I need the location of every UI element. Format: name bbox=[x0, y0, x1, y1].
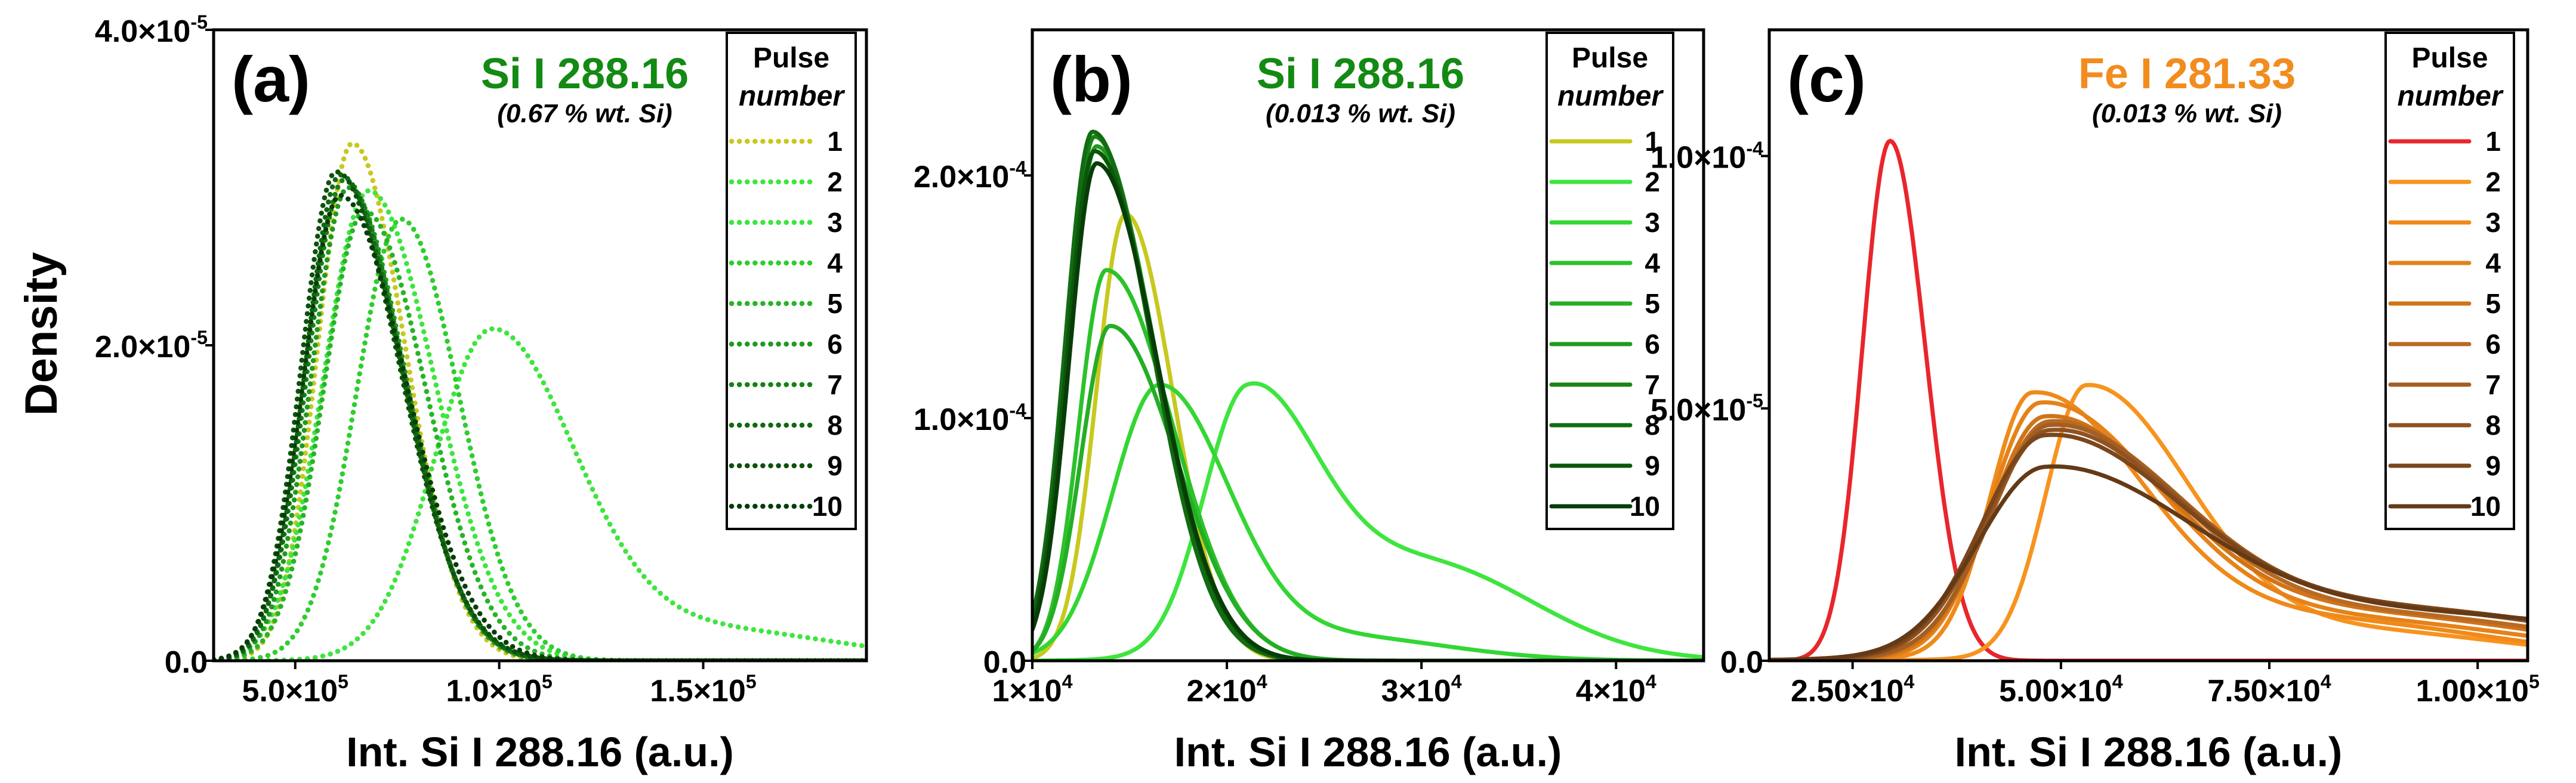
legend-label-8: 8 bbox=[1645, 410, 1660, 441]
shared-y-axis-label: Density bbox=[16, 252, 67, 416]
x-tick-label: 5.00×104 bbox=[1999, 671, 2122, 708]
legend-label-10: 10 bbox=[1630, 491, 1660, 522]
legend-title: Pulse bbox=[2411, 42, 2488, 74]
panel-label: (b) bbox=[1050, 43, 1133, 115]
legend-label-8: 8 bbox=[827, 410, 843, 441]
series-line-5 bbox=[214, 208, 866, 661]
x-tick-label: 4×104 bbox=[1576, 671, 1656, 708]
x-tick-label: 1.5×105 bbox=[650, 671, 757, 708]
y-tick-label: 1.0×10-4 bbox=[914, 400, 1026, 437]
legend-subtitle: number bbox=[2397, 81, 2503, 112]
legend-label-9: 9 bbox=[1645, 450, 1660, 481]
legend-label-3: 3 bbox=[1645, 207, 1660, 238]
y-tick-label: 1.0×10-4 bbox=[1651, 138, 1763, 175]
panel-title: Fe I 281.33 bbox=[2078, 50, 2296, 98]
y-tick-label: 0.0 bbox=[983, 645, 1026, 680]
legend-label-2: 2 bbox=[827, 166, 843, 197]
y-tick-label: 2.0×10-4 bbox=[914, 157, 1026, 194]
panel-title: Si I 288.16 bbox=[481, 50, 689, 98]
legend-label-3: 3 bbox=[2485, 207, 2501, 238]
x-tick-label: 1×104 bbox=[992, 671, 1072, 708]
x-axis-label: Int. Si I 288.16 (a.u.) bbox=[346, 729, 734, 775]
legend-label-6: 6 bbox=[2485, 329, 2501, 360]
legend-label-6: 6 bbox=[1645, 329, 1660, 360]
panel-subtitle: (0.67 % wt. Si) bbox=[497, 99, 672, 128]
x-tick-label: 2×104 bbox=[1187, 671, 1267, 708]
y-tick-label: 4.0×10-5 bbox=[95, 11, 208, 49]
series-line-9 bbox=[214, 169, 866, 661]
curves bbox=[214, 141, 866, 661]
panel-subtitle: (0.013 % wt. Si) bbox=[2092, 99, 2282, 128]
series-line-1 bbox=[1769, 138, 2528, 661]
series-line-10 bbox=[1769, 464, 2528, 661]
panel-label: (c) bbox=[1787, 43, 1866, 115]
legend-label-1: 1 bbox=[1645, 126, 1660, 157]
legend-label-7: 7 bbox=[827, 369, 843, 400]
y-tick-label: 0.0 bbox=[165, 645, 208, 680]
series-line-4 bbox=[214, 216, 866, 661]
legend-title: Pulse bbox=[753, 42, 829, 74]
x-axis-label: Int. Si I 288.16 (a.u.) bbox=[1955, 729, 2343, 775]
legend-label-3: 3 bbox=[827, 207, 843, 238]
legend-label-8: 8 bbox=[2485, 410, 2501, 441]
legend-box bbox=[726, 32, 857, 530]
legend-label-2: 2 bbox=[1645, 166, 1660, 197]
legend-label-1: 1 bbox=[827, 126, 843, 157]
legend-label-5: 5 bbox=[827, 288, 843, 319]
y-tick-label: 0.0 bbox=[1720, 645, 1763, 680]
legend-label-5: 5 bbox=[2485, 288, 2501, 319]
panel-c: 0.0 5.0×10-5 1.0×10-4 2.50×104 5.00×104 7.50×… bbox=[1651, 28, 2540, 775]
x-tick-label: 1.00×105 bbox=[2416, 671, 2540, 708]
x-tick-label: 2.50×104 bbox=[1791, 671, 1914, 708]
series-line-10 bbox=[214, 193, 866, 661]
plot-frame bbox=[1767, 28, 2529, 663]
series-line-1 bbox=[214, 141, 866, 661]
x-tick-label: 3×104 bbox=[1381, 671, 1462, 708]
legend-label-1: 1 bbox=[2485, 126, 2501, 157]
x-tick-label: 7.50×104 bbox=[2207, 671, 2331, 708]
x-tick-label: 5.0×105 bbox=[242, 671, 349, 708]
legend-label-7: 7 bbox=[1645, 369, 1660, 400]
legend-title: Pulse bbox=[1572, 42, 1648, 74]
legend-label-9: 9 bbox=[827, 450, 843, 481]
legend-label-10: 10 bbox=[2470, 491, 2501, 522]
plot-frame bbox=[1031, 28, 1705, 663]
legend-label-2: 2 bbox=[2485, 166, 2501, 197]
series-line-3 bbox=[1769, 390, 2528, 661]
legend-label-10: 10 bbox=[812, 491, 843, 522]
legend-subtitle: number bbox=[739, 81, 845, 112]
curves bbox=[1769, 138, 2528, 661]
legend-label-9: 9 bbox=[2485, 450, 2501, 481]
legend: Pulse number 1 2 3 4 5 6 7 8 9 10 bbox=[2384, 32, 2515, 530]
legend: Pulse number 1 2 3 4 5 6 7 8 9 10 bbox=[726, 32, 857, 530]
panel-subtitle: (0.013 % wt. Si) bbox=[1266, 99, 1455, 128]
legend-box bbox=[2384, 32, 2515, 530]
legend-label-6: 6 bbox=[827, 329, 843, 360]
series-line-2 bbox=[1032, 381, 1704, 661]
legend: Pulse number 1 2 3 4 5 6 7 8 9 10 bbox=[1545, 32, 1674, 530]
panel-label: (a) bbox=[232, 43, 310, 115]
legend-label-4: 4 bbox=[827, 247, 843, 278]
y-tick-label: 2.0×10-5 bbox=[95, 327, 208, 364]
legend-label-4: 4 bbox=[1645, 247, 1660, 278]
y-tick-label: 5.0×10-5 bbox=[1651, 390, 1763, 428]
panel-title: Si I 288.16 bbox=[1257, 50, 1464, 98]
legend-label-5: 5 bbox=[1645, 288, 1660, 319]
legend-label-4: 4 bbox=[2485, 247, 2501, 278]
series-line-1 bbox=[1032, 212, 1704, 661]
panel-a: 0.0 2.0×10-5 4.0×10-5 5.0×105 1.0×105 1.5×105… bbox=[95, 11, 868, 775]
series-line-3 bbox=[214, 326, 866, 661]
x-tick-label: 1.0×105 bbox=[446, 671, 553, 708]
panel-b: 0.0 1.0×10-4 2.0×10-4 1×104 2×104 3×104 4×104 I… bbox=[914, 28, 1705, 775]
series-line-10 bbox=[1032, 161, 1704, 661]
legend-label-7: 7 bbox=[2485, 369, 2501, 400]
legend-subtitle: number bbox=[1557, 81, 1664, 112]
legend-box bbox=[1545, 32, 1674, 530]
x-axis-label: Int. Si I 288.16 (a.u.) bbox=[1174, 729, 1562, 775]
